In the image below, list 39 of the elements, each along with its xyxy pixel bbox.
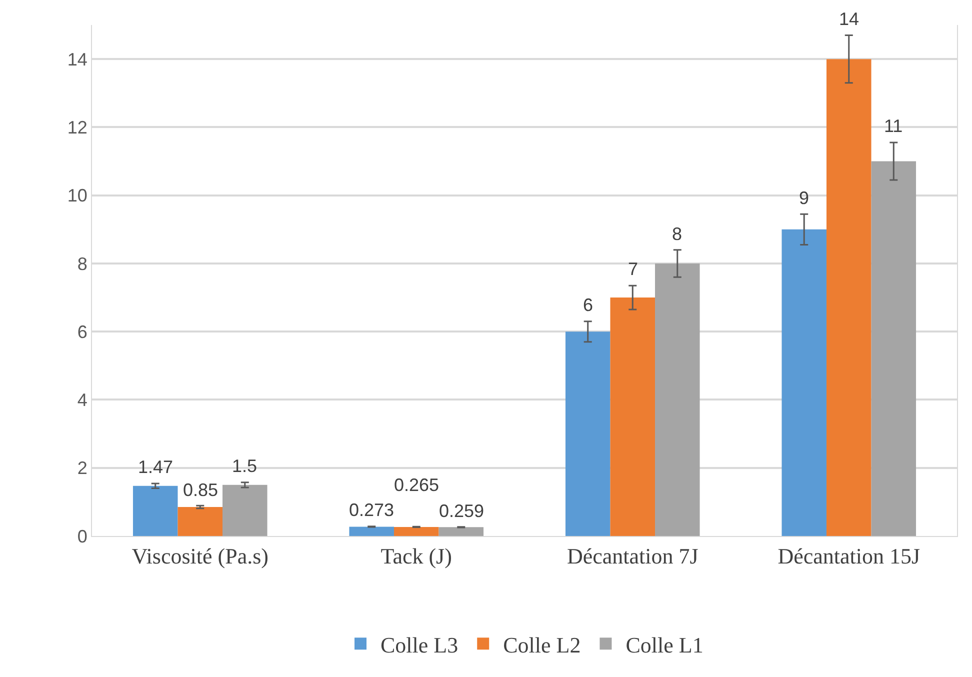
data-label: 0.259 [439, 501, 484, 521]
bar [871, 161, 916, 536]
bar [438, 527, 484, 536]
y-tick-label: 2 [77, 458, 88, 478]
bar [394, 526, 439, 536]
data-label: 0.273 [349, 500, 394, 520]
y-tick-label: 12 [67, 118, 88, 138]
y-tick-label: 4 [77, 390, 88, 410]
x-tick-label: Viscosité (Pa.s) [132, 543, 269, 568]
data-label: 0.265 [394, 475, 440, 495]
bar [655, 263, 700, 536]
bar [222, 484, 268, 536]
y-tick-label: 10 [67, 186, 88, 206]
legend-label: Colle L2 [503, 632, 581, 658]
x-tick-label: Tack (J) [380, 543, 452, 568]
bar [610, 298, 656, 536]
data-label: 1.47 [138, 457, 174, 477]
bar [132, 486, 178, 536]
data-label: 11 [884, 116, 903, 136]
legend-label: Colle L3 [380, 632, 458, 658]
x-tick-label: Décantation 15J [778, 543, 920, 568]
data-label: 1.5 [232, 456, 258, 476]
y-tick-label: 6 [77, 322, 88, 342]
bar [178, 507, 223, 536]
data-label: 9 [799, 188, 810, 208]
data-label: 14 [839, 9, 860, 29]
data-label: 6 [583, 295, 594, 315]
y-tick-label: 8 [77, 254, 88, 274]
y-tick-label: 14 [67, 49, 88, 70]
bar [565, 332, 610, 536]
y-tick-label: 0 [77, 526, 88, 546]
x-tick-label: Décantation 7J [566, 543, 699, 568]
bar [826, 59, 872, 536]
bar [782, 229, 826, 536]
data-label: 0.85 [183, 480, 218, 500]
data-label: 7 [628, 259, 638, 279]
legend-label: Colle L1 [626, 632, 704, 658]
bar [349, 526, 394, 536]
data-label: 8 [672, 224, 682, 244]
